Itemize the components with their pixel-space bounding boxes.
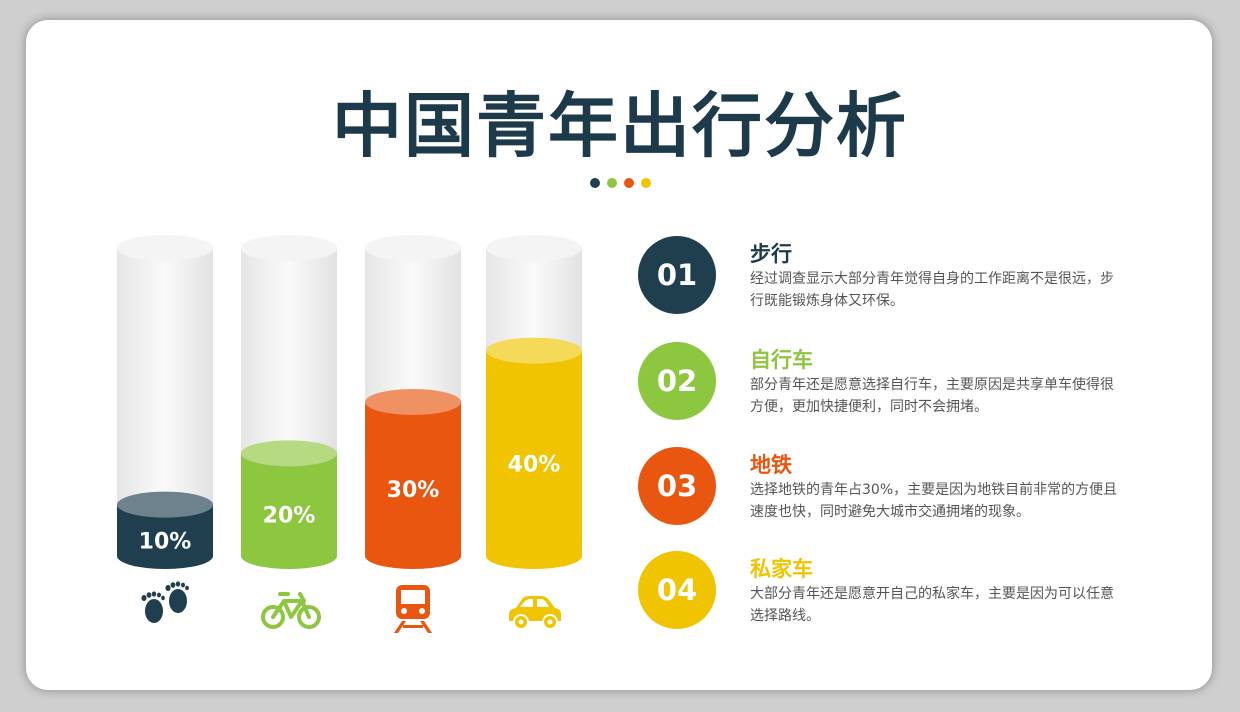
cylinder-glass [117,248,213,569]
cylinder-top [241,235,337,261]
cylinder-chart: 10% 20% 30% 40% [117,235,582,569]
item-description: 大部分青年还是愿意开自己的私家车，主要是因为可以任意选择路线。 [750,586,1114,624]
bar-fill [486,350,582,569]
list-item-bicycle: 02 自行车 部分青年还是愿意选择自行车，主要原因是共享单车使得很方便，更加快捷… [638,342,1138,422]
bicycle-icon [261,592,321,629]
bar-top [117,491,213,518]
dot-4 [641,178,651,188]
item-title: 自行车 [750,348,813,372]
data-label: 30% [387,478,440,503]
slide-card [26,20,1212,690]
item-description: 选择地铁的青年占30%，主要是因为地铁目前非常的方便且速度也快，同时避免大城市交… [750,482,1118,520]
item-title: 私家车 [750,557,813,581]
list-item-car: 04 私家车 大部分青年还是愿意开自己的私家车，主要是因为可以任意选择路线。 [638,551,1138,631]
dot-2 [607,178,617,188]
number-badge: 03 [638,447,716,525]
cylinder-top [486,235,582,261]
bar-top [241,440,337,467]
number-badge: 01 [638,236,716,314]
bar-fill [117,504,213,569]
data-label: 20% [263,504,316,529]
cylinder-top [365,235,461,261]
number-badge: 04 [638,551,716,629]
data-label: 10% [139,529,192,554]
item-title: 步行 [750,242,792,266]
bar-fill [365,402,461,569]
item-description: 经过调查显示大部分青年觉得自身的工作距离不是很远，步行既能锻炼身体又环保。 [750,271,1114,309]
bar-fill [241,453,337,569]
dot-1 [590,178,600,188]
item-description: 部分青年还是愿意选择自行车，主要原因是共享单车使得很方便，更加快捷便利，同时不会… [750,377,1114,415]
train-icon [394,585,432,633]
item-title: 地铁 [750,453,792,477]
list-item-walk: 01 步行 经过调查显示大部分青年觉得自身的工作距离不是很远，步行既能锻炼身体又… [638,236,1138,316]
list-item-subway: 03 地铁 选择地铁的青年占30%，主要是因为地铁目前非常的方便且速度也快，同时… [638,447,1138,527]
car-icon [509,596,561,630]
dot-3 [624,178,634,188]
page-title: 中国青年出行分析 [332,85,908,167]
cylinder-top [117,235,213,261]
data-label: 40% [508,452,561,477]
bar-top [486,337,582,364]
bar-top [365,389,461,415]
number-badge: 02 [638,342,716,420]
footprints-icon [141,581,189,623]
